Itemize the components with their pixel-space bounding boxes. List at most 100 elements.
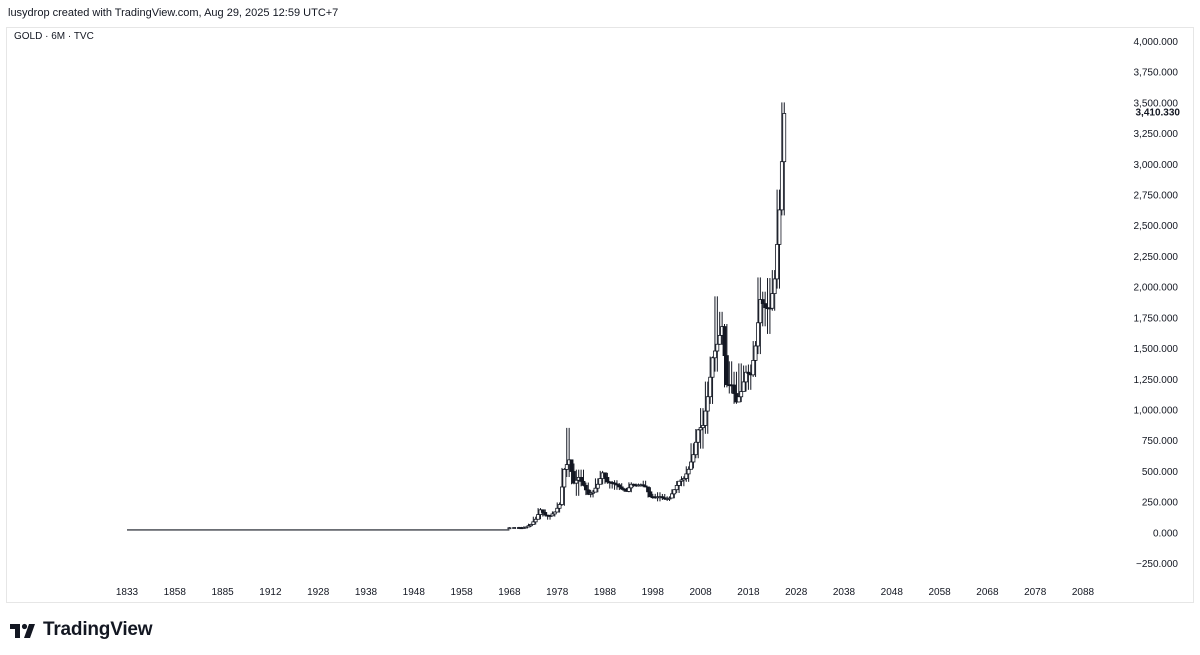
candle-body [646, 486, 650, 493]
y-tick-label: 0.000 [1153, 528, 1178, 539]
candle-body [540, 509, 545, 513]
chart-frame [6, 27, 1194, 603]
y-tick-label: 250.000 [1142, 498, 1179, 509]
candle-body [691, 454, 696, 463]
candle-body [581, 480, 586, 486]
candle-body [739, 391, 744, 398]
candle-body [758, 299, 763, 324]
candle-body [751, 360, 756, 376]
candle-body [746, 371, 751, 374]
candle-body [622, 488, 627, 491]
x-tick-label: 1948 [403, 587, 426, 598]
candle-body [588, 492, 593, 495]
candle-body [543, 512, 548, 516]
y-tick-label: 500.000 [1142, 467, 1179, 478]
candle-body [615, 483, 619, 486]
x-tick-label: 2008 [689, 587, 712, 598]
x-tick-label: 2048 [881, 587, 904, 598]
candle-body [643, 485, 648, 488]
candle-body [617, 484, 622, 488]
x-tick-label: 1912 [259, 587, 282, 598]
candle-body [724, 355, 729, 386]
candle-body [524, 526, 529, 529]
y-tick-label: 2,750.000 [1134, 191, 1179, 202]
candle-body [760, 299, 765, 304]
candle-body [693, 441, 698, 456]
price-axis[interactable]: −250.000 0.000 250.000 500.000 750.000 1,000.… [1134, 37, 1181, 570]
x-tick-label: 1885 [211, 587, 234, 598]
x-tick-label: 2058 [928, 587, 951, 598]
candle-body [552, 511, 557, 515]
x-tick-label: 1858 [164, 587, 187, 598]
candle-body [701, 425, 705, 429]
candle-body [598, 478, 603, 485]
symbol-label[interactable]: GOLD · 6M · TVC [14, 31, 94, 42]
candle-body [770, 293, 775, 309]
candle-body [708, 376, 713, 398]
x-tick-label: 1928 [307, 587, 330, 598]
candle-body [586, 489, 591, 495]
candle-body [629, 483, 634, 489]
y-tick-label: 2,500.000 [1134, 221, 1179, 232]
candle-body [555, 507, 560, 513]
candle-body [583, 484, 588, 491]
candle-body [603, 472, 607, 478]
candle-body [753, 345, 758, 361]
candle-body [713, 350, 717, 359]
candles-layer [127, 102, 787, 531]
candle-body [698, 427, 703, 431]
candle-body [772, 278, 777, 294]
x-tick-label: 2028 [785, 587, 808, 598]
candle-body [569, 459, 574, 472]
candle-body [560, 486, 564, 505]
candle-body [703, 410, 708, 426]
time-axis[interactable]: 1833 1858 1885 1912 1928 1938 1948 1958 1968 1978… [116, 587, 1095, 598]
candle-body [670, 493, 674, 499]
x-tick-label: 2078 [1024, 587, 1047, 598]
candle-body [562, 469, 567, 488]
candle-body [574, 479, 579, 484]
candle-body [667, 497, 672, 500]
candle-body [579, 476, 583, 482]
x-tick-label: 1938 [355, 587, 378, 598]
y-tick-label: 750.000 [1142, 436, 1179, 447]
candle-body [526, 525, 531, 528]
candle-body [557, 504, 562, 509]
y-tick-label: 2,000.000 [1134, 283, 1179, 294]
candle-body [775, 243, 779, 280]
x-tick-label: 1833 [116, 587, 139, 598]
candle-body [591, 491, 595, 494]
y-tick-label: 3,500.000 [1134, 98, 1179, 109]
candle-body [627, 487, 631, 492]
x-tick-label: 2038 [833, 587, 856, 598]
y-tick-label: 3,000.000 [1134, 160, 1179, 171]
brand-name: TradingView [43, 619, 153, 640]
y-tick-label: 1,750.000 [1134, 313, 1179, 324]
candle-body [705, 396, 710, 412]
y-tick-label: 4,000.000 [1134, 37, 1179, 48]
candle-body [732, 384, 736, 394]
candle-body [674, 485, 679, 491]
candle-body [641, 484, 646, 487]
candle-body [593, 487, 598, 493]
candle-body [648, 491, 653, 498]
candle-body [763, 303, 768, 309]
candle-body [550, 513, 555, 517]
y-tick-label: 3,750.000 [1134, 68, 1179, 79]
candle-body [741, 381, 746, 392]
x-tick-label: 1968 [498, 587, 521, 598]
candle-body [736, 396, 741, 403]
candle-body [686, 468, 691, 475]
y-tick-label: 3,250.000 [1134, 129, 1179, 140]
candle-body [677, 480, 681, 486]
candle-body [531, 521, 536, 525]
y-tick-label: −250.000 [1136, 559, 1178, 570]
candle-body [679, 479, 684, 482]
x-tick-label: 1978 [546, 587, 569, 598]
candle-body [689, 461, 693, 470]
tradingview-logo[interactable]: TradingView [10, 619, 153, 641]
last-price-label: 3,410.330 [1136, 107, 1181, 118]
y-tick-label: 1,000.000 [1134, 405, 1179, 416]
candle-body [536, 514, 540, 520]
